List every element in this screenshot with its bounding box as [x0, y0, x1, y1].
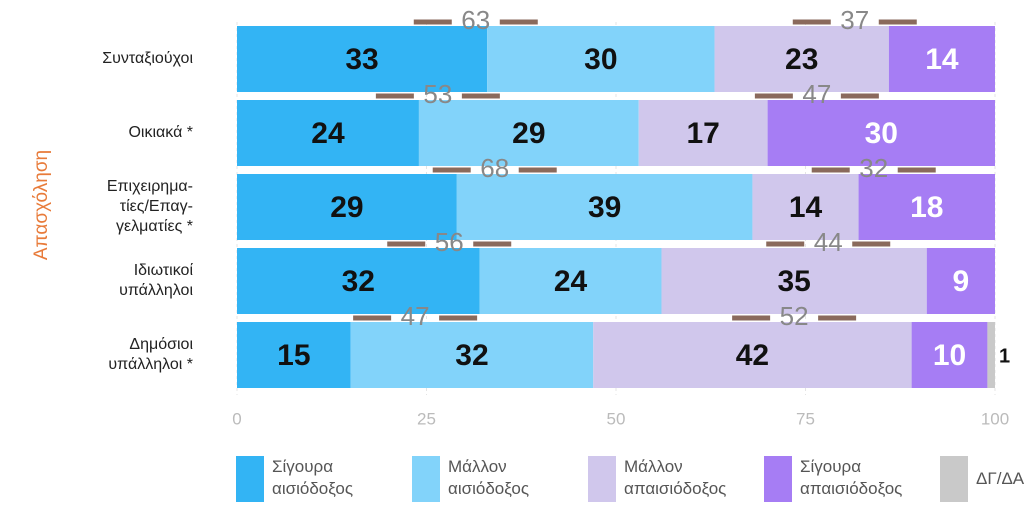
total-label: 52 — [780, 301, 809, 331]
category-line: Συνταξιούχοι — [102, 50, 193, 67]
legend-item: Μάλλον απαισιόδοξος — [588, 456, 742, 502]
legend-swatch — [588, 456, 616, 502]
value-label: 30 — [865, 117, 898, 150]
x-tick-label: 75 — [796, 409, 815, 428]
category-label: Συνταξιούχοι — [102, 50, 193, 67]
legend-swatch — [236, 456, 264, 502]
x-tick-label: 100 — [981, 409, 1009, 428]
value-label: 18 — [910, 191, 943, 224]
total-label: 63 — [461, 5, 490, 35]
legend-label: Μάλλον αισιόδοξος — [448, 457, 530, 498]
bar-segment — [911, 322, 988, 388]
bar-segment — [714, 26, 889, 92]
total-label: 47 — [401, 301, 430, 331]
bar-segment — [479, 248, 662, 314]
value-label: 14 — [789, 191, 823, 224]
value-label: 33 — [345, 43, 378, 76]
legend-item: Σίγουρα αισιόδοξος — [236, 456, 390, 502]
category-line: Ιδιωτικοί — [134, 262, 194, 279]
legend-item: ΔΓ/ΔΑ — [940, 456, 1024, 502]
chart: Απασχόληση 0 25 50 75 100 Συνταξιούχοι 33 30 23 1… — [31, 5, 1010, 429]
bar-segment — [237, 100, 419, 166]
value-label: 1 — [999, 345, 1010, 367]
value-label: 14 — [925, 43, 959, 76]
bar-segment — [888, 26, 995, 92]
category-line: υπάλληλοι * — [108, 356, 193, 373]
value-label: 9 — [953, 265, 970, 298]
value-label: 30 — [584, 43, 617, 76]
bar-segment — [752, 174, 859, 240]
category-label: Δημόσιοι υπάλληλοι * — [108, 336, 193, 373]
value-label: 32 — [342, 265, 375, 298]
legend-label: Σίγουρα αισιόδοξος — [272, 457, 354, 498]
bar-segment — [237, 248, 480, 314]
x-tick-label: 50 — [607, 409, 626, 428]
bar-segment — [767, 100, 995, 166]
value-label: 32 — [455, 339, 488, 372]
category-line: Δημόσιοι — [129, 336, 193, 353]
legend-item: Σίγουρα απαισιόδοξος — [764, 456, 918, 502]
bar-segment — [456, 174, 753, 240]
legend-swatch — [764, 456, 792, 502]
total-label: 47 — [802, 79, 831, 109]
bar-segment — [638, 100, 768, 166]
total-label: 53 — [423, 79, 452, 109]
value-label: 10 — [933, 339, 966, 372]
legend-label: Σίγουρα απαισιόδοξος — [800, 457, 903, 498]
bar-segment — [593, 322, 912, 388]
category-line: τίες/Επαγ- — [120, 198, 193, 215]
total-label: 32 — [859, 153, 888, 183]
category-line: γελματίες * — [116, 218, 193, 235]
value-label: 24 — [311, 117, 345, 150]
category-label: Ιδιωτικοί υπάλληλοι — [119, 262, 193, 299]
category-line: Οικιακά * — [128, 124, 193, 141]
y-axis-label: Απασχόληση — [31, 150, 52, 260]
bar-segment — [661, 248, 927, 314]
bar-segment — [237, 26, 488, 92]
bar-segment — [858, 174, 995, 240]
value-label: 23 — [785, 43, 818, 76]
value-label: 39 — [588, 191, 621, 224]
category-line: υπάλληλοι — [119, 282, 193, 299]
value-label: 35 — [777, 265, 810, 298]
total-label: 56 — [435, 227, 464, 257]
legend-label: Μάλλον απαισιόδοξος — [624, 457, 727, 498]
value-label: 24 — [554, 265, 588, 298]
value-label: 29 — [512, 117, 545, 150]
value-label: 29 — [330, 191, 363, 224]
legend: Σίγουρα αισιόδοξος Μάλλον αισιόδοξος Μάλλο… — [236, 456, 1024, 502]
total-label: 44 — [814, 227, 843, 257]
category-line: Επιχειρημα- — [107, 178, 193, 195]
legend-swatch — [940, 456, 968, 502]
category-label: Οικιακά * — [128, 124, 193, 141]
value-label: 17 — [686, 117, 719, 150]
bar-segment — [487, 26, 715, 92]
total-label: 37 — [840, 5, 869, 35]
bar-segment — [418, 100, 639, 166]
category-label: Επιχειρημα-τίες/Επαγ-γελματίες * — [107, 178, 193, 235]
x-tick-label: 0 — [232, 409, 241, 428]
value-label: 42 — [736, 339, 769, 372]
legend-item: Μάλλον αισιόδοξος — [412, 456, 566, 502]
total-label: 68 — [480, 153, 509, 183]
value-label: 15 — [277, 339, 310, 372]
bar-segment — [926, 248, 995, 314]
x-tick-label: 25 — [417, 409, 436, 428]
legend-swatch — [412, 456, 440, 502]
bar-segment — [350, 322, 594, 388]
legend-label: ΔΓ/ΔΑ — [976, 469, 1025, 488]
bar-segment — [237, 322, 351, 388]
bar-segment — [987, 322, 995, 388]
bar-segment — [237, 174, 457, 240]
